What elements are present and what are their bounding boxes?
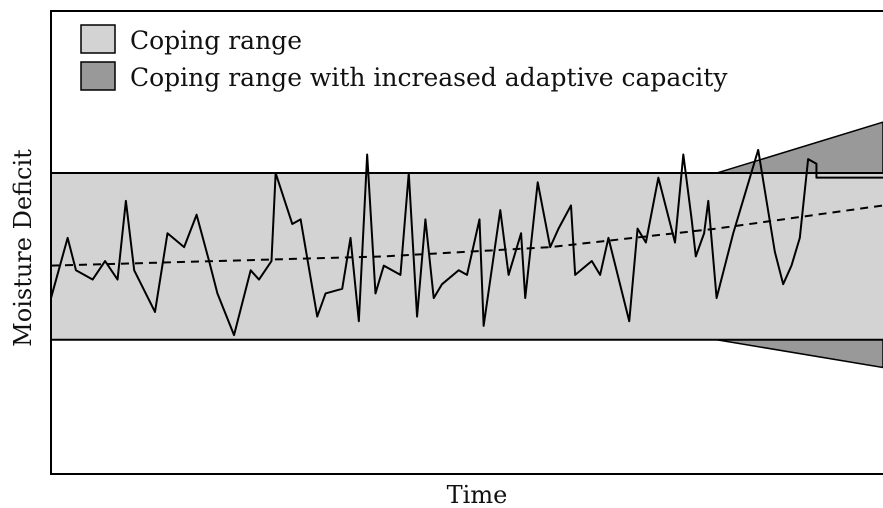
legend-label-increased-capacity: Coping range with increased adaptive cap… bbox=[130, 63, 728, 92]
x-axis-label: Time bbox=[447, 481, 508, 508]
legend-swatch-coping-range bbox=[80, 24, 116, 54]
y-axis-label: Moisture Deficit bbox=[9, 149, 37, 347]
legend-label-coping-range: Coping range bbox=[130, 26, 302, 55]
legend-swatch-increased-capacity bbox=[80, 61, 116, 91]
increased-capacity-upper-wedge bbox=[716, 121, 883, 174]
legend: Coping range Coping range with increased… bbox=[80, 24, 728, 92]
increased-capacity-lower-wedge bbox=[716, 338, 883, 369]
moisture-deficit-series-line bbox=[51, 148, 883, 337]
plot-frame bbox=[50, 10, 883, 475]
coping-range-band bbox=[51, 173, 883, 340]
